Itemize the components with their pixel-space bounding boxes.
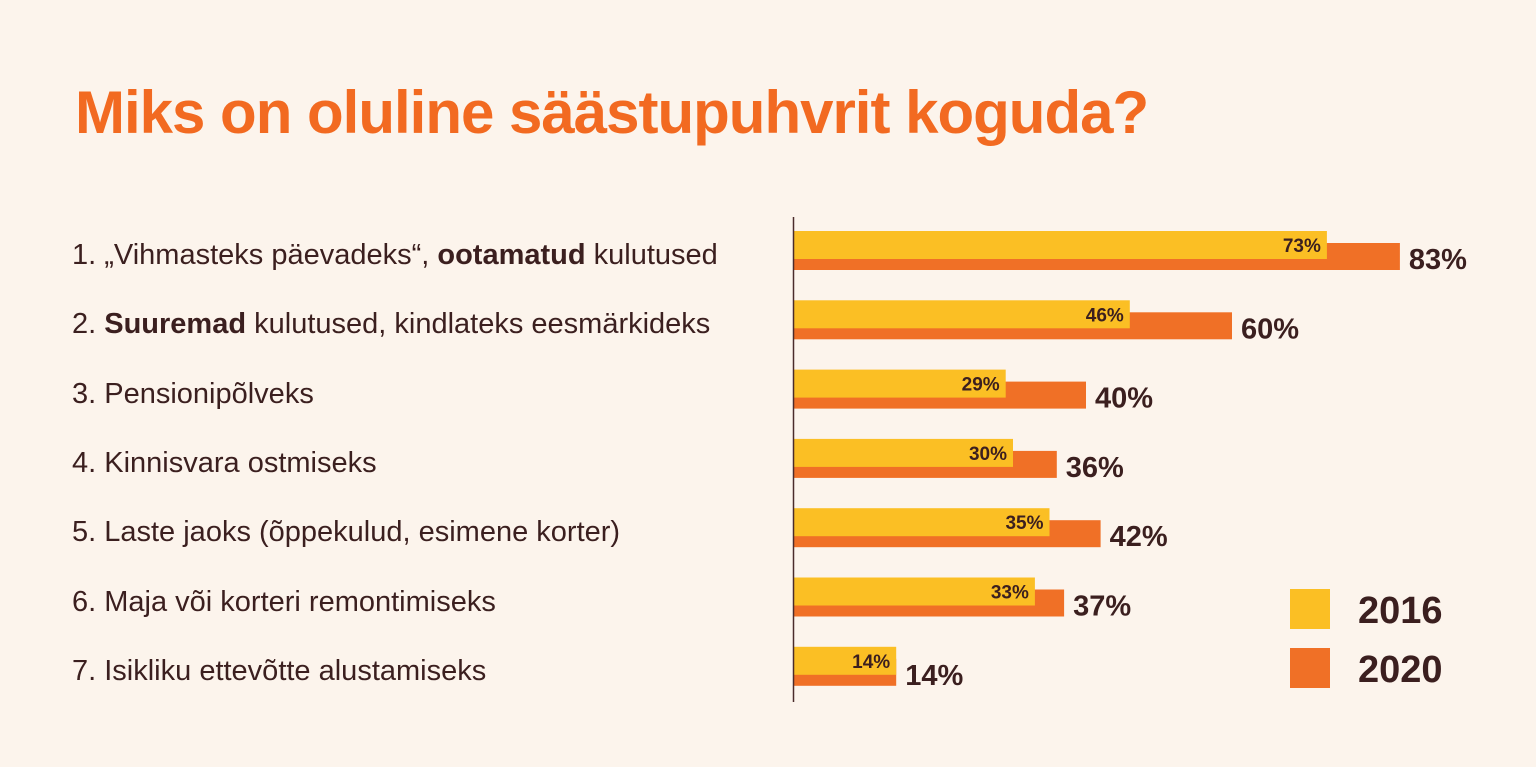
data-label-2016: 35% (1005, 513, 1043, 534)
data-label-2016: 29% (962, 375, 1000, 396)
data-label-2016: 33% (991, 583, 1029, 604)
legend-label-2020: 2020 (1358, 649, 1443, 691)
category-label-part: kulutused (585, 239, 718, 271)
data-label-2020: 37% (1073, 591, 1131, 623)
category-label-part: 2. (72, 308, 105, 341)
category-label-part: 4. Kinnisvara ostmiseks (72, 446, 377, 479)
data-label-2020: 40% (1095, 383, 1153, 415)
category-label: 1. „Vihmasteks päevadeks“, ootamatud kul… (72, 238, 718, 272)
bar-2016 (794, 438, 1013, 467)
category-label-part: kulutused, kindlateks eesmärkideks (246, 308, 711, 341)
data-label-2020: 14% (905, 660, 963, 692)
category-label: 4. Kinnisvara ostmiseks (72, 446, 377, 480)
category-label-part: 6. Maja või korteri remontimiseks (72, 585, 496, 618)
bar-2016 (794, 369, 1006, 398)
data-label-2020: 60% (1241, 313, 1299, 345)
category-label: 7. Isikliku ettevõtte alustamiseks (72, 654, 486, 688)
category-label-part: 7. Isikliku ettevõtte alustamiseks (72, 654, 487, 687)
data-label-2020: 83% (1409, 244, 1467, 276)
data-label-2020: 42% (1110, 521, 1168, 553)
category-label-part: Suuremad (104, 308, 247, 341)
category-label-part: 3. Pensionipõlveks (72, 377, 314, 410)
bar-2016 (794, 508, 1050, 537)
legend-swatch-2020 (1290, 648, 1330, 688)
data-label-2016: 46% (1086, 305, 1124, 326)
data-label-2020: 36% (1066, 452, 1124, 484)
category-label: 3. Pensionipõlveks (72, 377, 314, 411)
bar-2016 (794, 300, 1130, 329)
category-label-part: 1. „Vihmasteks päevadeks“, (72, 239, 438, 271)
category-labels: 1. „Vihmasteks päevadeks“, ootamatud kul… (72, 238, 718, 688)
data-label-2016: 73% (1283, 236, 1321, 257)
bar-2016 (794, 646, 897, 675)
bar-2016 (794, 231, 1327, 259)
category-label: 6. Maja või korteri remontimiseks (72, 585, 496, 619)
legend-label-2016: 2016 (1358, 590, 1443, 632)
category-label-part: 5. Laste jaoks (õppekulud, esimene korte… (72, 516, 621, 549)
data-label-2016: 14% (852, 652, 890, 673)
data-label-2016: 30% (969, 444, 1007, 465)
chart-title: Miks on oluline säästupuhvrit koguda? (75, 79, 1149, 146)
legend-swatch-2016 (1290, 589, 1330, 629)
category-label-part: ootamatud (437, 239, 586, 271)
category-label: 5. Laste jaoks (õppekulud, esimene korte… (72, 515, 620, 549)
bar-2016 (794, 577, 1035, 606)
category-label: 2. Suuremad kulutused, kindlateks eesmär… (72, 307, 710, 341)
